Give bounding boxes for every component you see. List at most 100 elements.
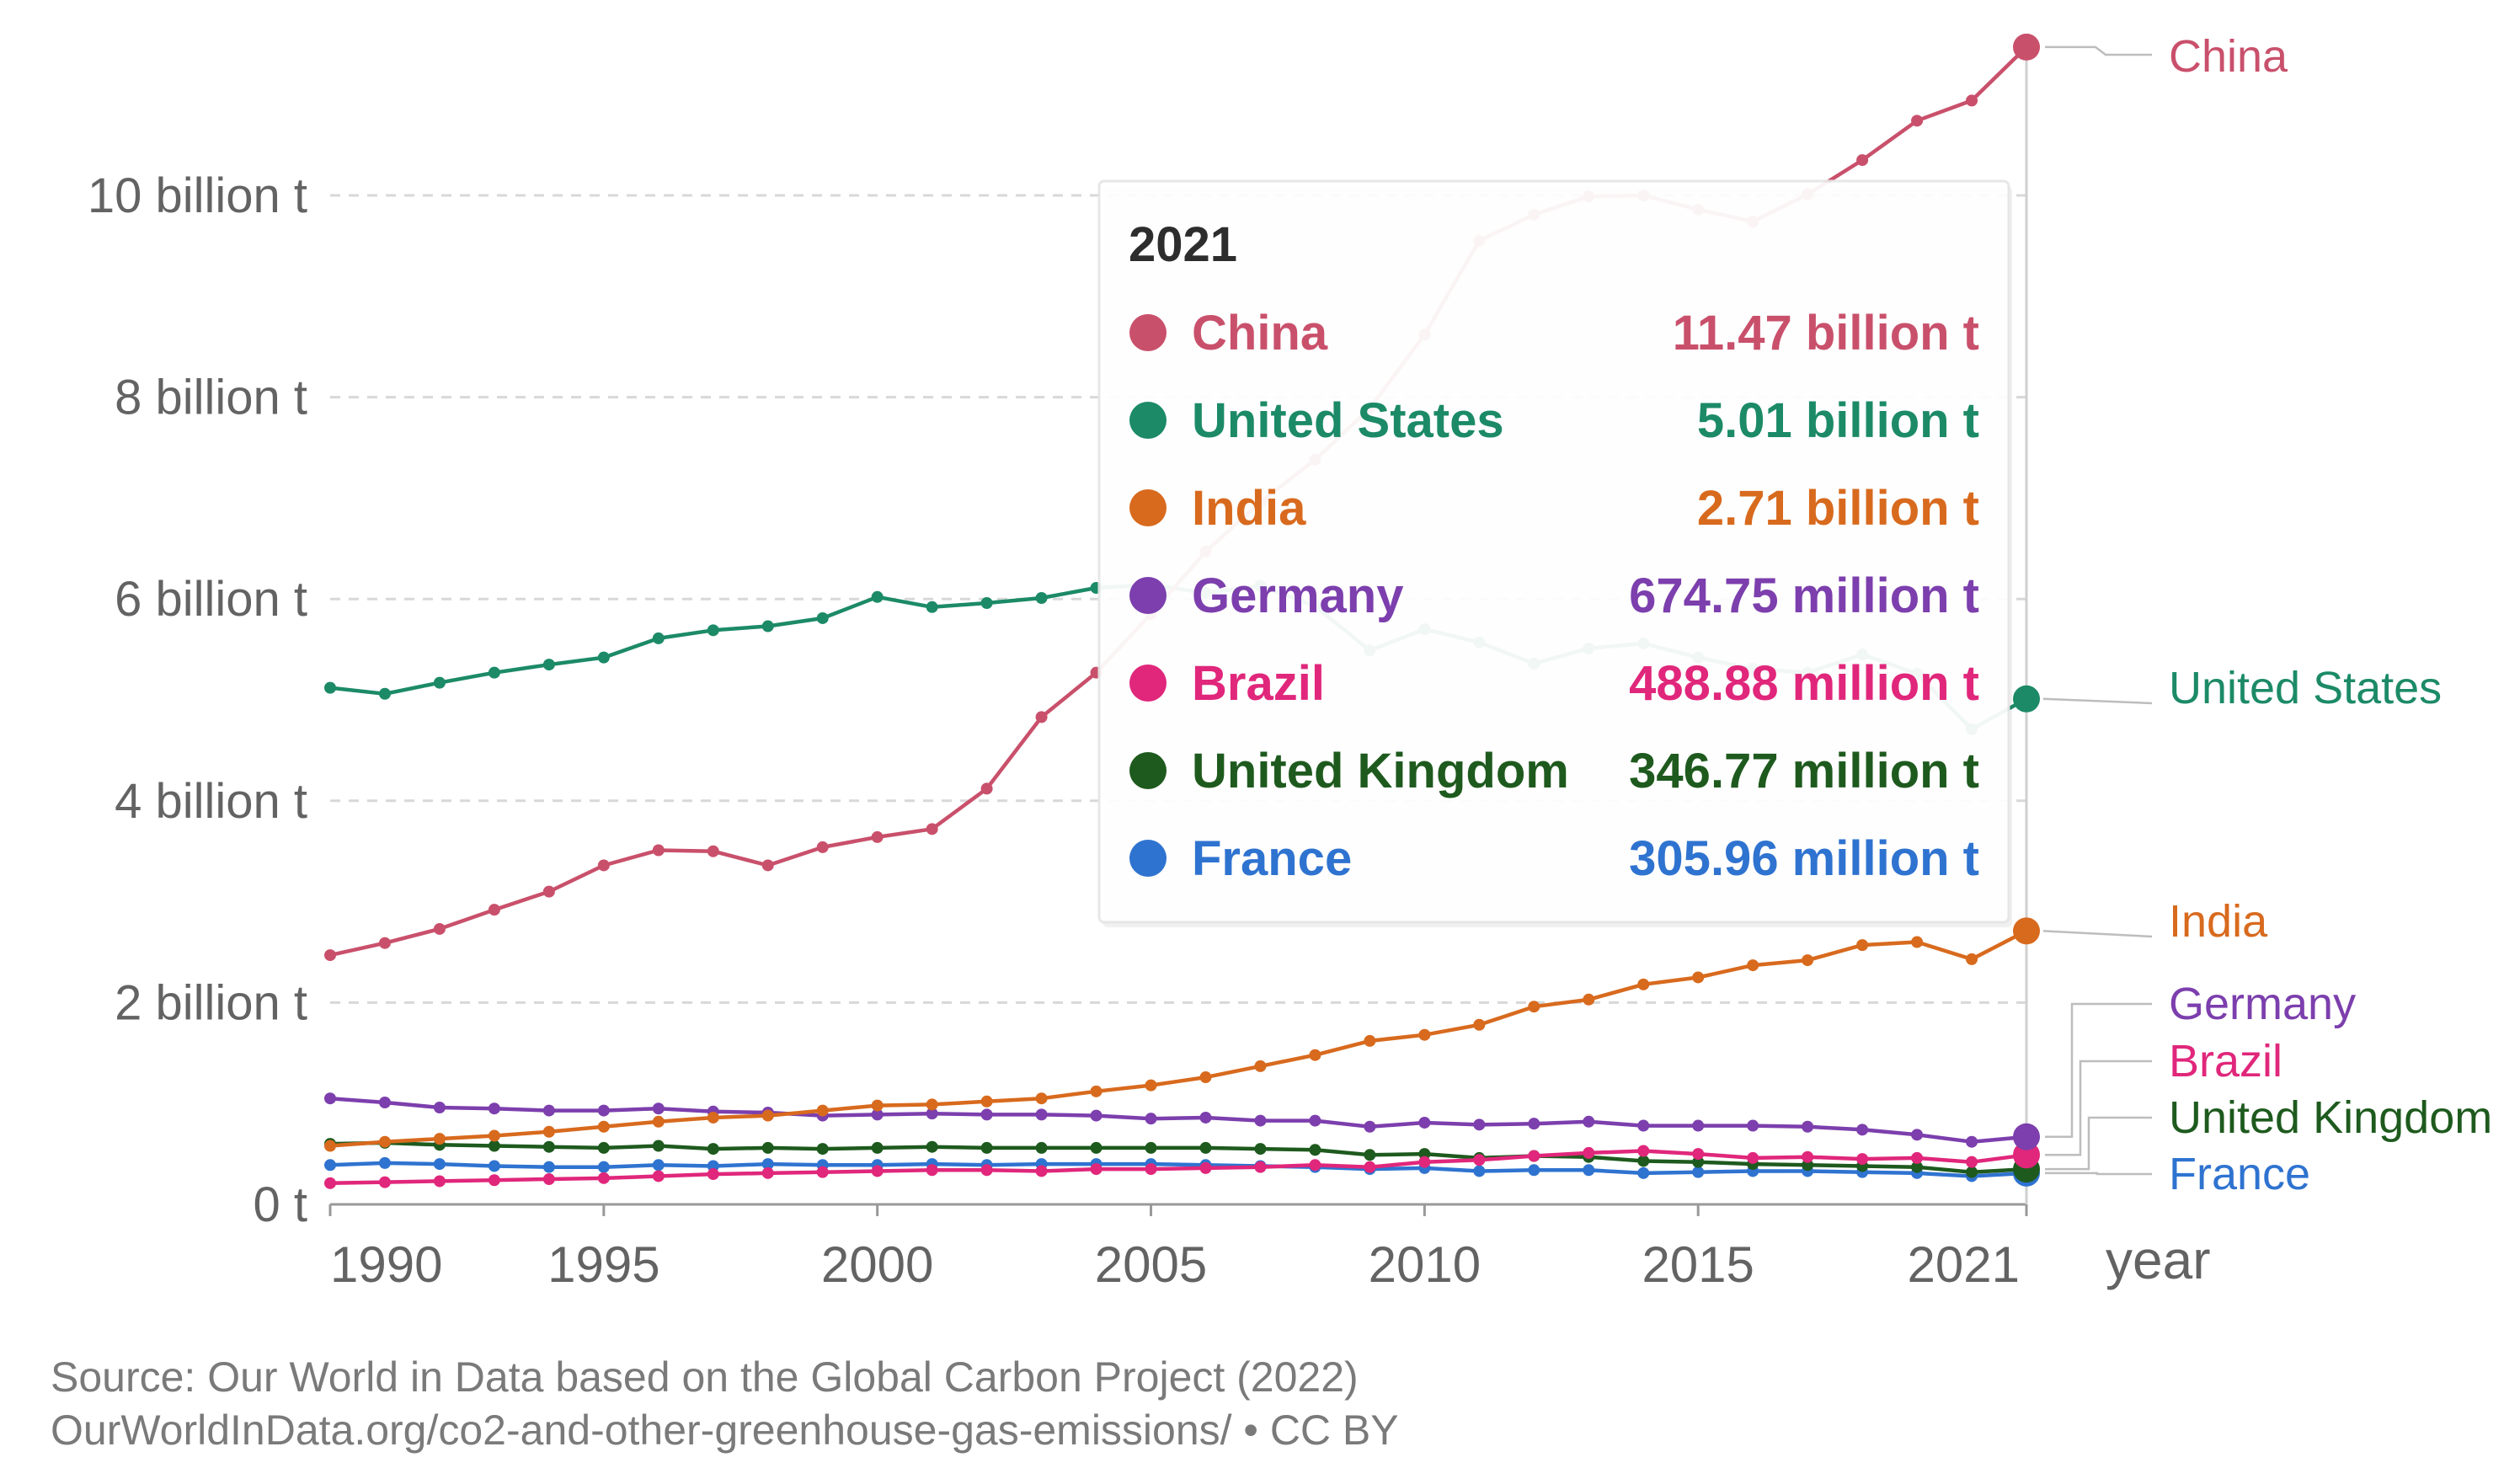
point-brazil[interactable] [1692, 1148, 1705, 1161]
point-france[interactable] [652, 1159, 665, 1172]
point-brazil[interactable] [1254, 1161, 1267, 1173]
point-india[interactable] [1418, 1028, 1431, 1041]
point-brazil[interactable] [1966, 1156, 1978, 1168]
point-germany[interactable] [652, 1102, 665, 1115]
point-india[interactable] [324, 1140, 336, 1152]
point-germany[interactable] [597, 1104, 610, 1117]
point-china[interactable] [1966, 94, 1978, 107]
point-india[interactable] [1199, 1071, 1212, 1084]
point-united-kingdom[interactable] [542, 1140, 555, 1153]
point-germany[interactable] [324, 1092, 336, 1105]
point-united-states[interactable] [761, 620, 774, 633]
point-united-kingdom[interactable] [1418, 1148, 1431, 1161]
point-india[interactable] [1583, 993, 1595, 1006]
point-brazil[interactable] [1802, 1150, 1814, 1163]
point-united-states[interactable] [926, 601, 938, 613]
point-france[interactable] [1473, 1165, 1486, 1177]
point-germany[interactable] [1911, 1129, 1924, 1141]
point-united-kingdom[interactable] [816, 1143, 829, 1156]
point-brazil[interactable] [1309, 1159, 1321, 1172]
point-france[interactable] [1583, 1164, 1595, 1177]
point-brazil[interactable] [542, 1173, 555, 1186]
point-brazil[interactable] [871, 1165, 884, 1177]
point-china[interactable] [1035, 711, 1048, 723]
line-united-kingdom[interactable] [329, 1140, 2027, 1174]
point-india[interactable] [1692, 971, 1705, 984]
point-india[interactable] [1911, 936, 1924, 948]
point-france[interactable] [324, 1159, 336, 1172]
point-india[interactable] [542, 1125, 555, 1138]
series-germany[interactable] [324, 1092, 2040, 1150]
point-united-kingdom[interactable] [1309, 1144, 1321, 1156]
point-india[interactable] [926, 1098, 938, 1111]
point-brazil[interactable] [1473, 1154, 1486, 1166]
series-united-kingdom[interactable] [324, 1136, 2040, 1183]
point-china[interactable] [761, 859, 774, 872]
point-united-states[interactable] [433, 676, 446, 689]
point-france[interactable] [1637, 1166, 1650, 1179]
point-india[interactable] [2013, 917, 2040, 945]
point-brazil[interactable] [980, 1164, 993, 1177]
line-india[interactable] [329, 929, 2028, 1148]
point-united-kingdom[interactable] [1145, 1141, 1157, 1154]
point-china[interactable] [542, 885, 555, 898]
point-united-states[interactable] [2013, 685, 2040, 713]
point-india[interactable] [1035, 1092, 1048, 1105]
point-china[interactable] [1856, 154, 1869, 167]
point-india[interactable] [1254, 1060, 1267, 1072]
point-china[interactable] [926, 823, 938, 835]
point-france[interactable] [488, 1160, 500, 1172]
point-united-kingdom[interactable] [1802, 1159, 1814, 1172]
point-brazil[interactable] [1418, 1156, 1431, 1168]
point-brazil[interactable] [1035, 1165, 1048, 1177]
point-united-kingdom[interactable] [1911, 1161, 1924, 1173]
point-india[interactable] [488, 1129, 500, 1142]
point-china[interactable] [871, 830, 884, 843]
point-china[interactable] [433, 922, 446, 935]
line-germany[interactable] [329, 1096, 2027, 1144]
point-india[interactable] [1802, 954, 1814, 967]
point-united-kingdom[interactable] [980, 1141, 993, 1154]
point-india[interactable] [433, 1133, 446, 1145]
point-china[interactable] [816, 841, 829, 853]
point-france[interactable] [761, 1158, 774, 1171]
point-germany[interactable] [926, 1108, 938, 1120]
point-france[interactable] [1692, 1166, 1705, 1178]
point-china[interactable] [980, 782, 993, 795]
point-germany[interactable] [1254, 1114, 1267, 1127]
point-brazil[interactable] [1364, 1161, 1376, 1173]
point-germany[interactable] [1692, 1119, 1705, 1132]
point-brazil[interactable] [1911, 1151, 1924, 1164]
point-brazil[interactable] [597, 1172, 610, 1184]
point-united-kingdom[interactable] [1199, 1141, 1212, 1154]
series-lines[interactable] [324, 33, 2040, 1189]
series-brazil[interactable] [324, 1141, 2040, 1189]
point-germany[interactable] [1583, 1115, 1595, 1128]
point-india[interactable] [816, 1104, 829, 1117]
point-brazil[interactable] [652, 1170, 665, 1182]
point-united-kingdom[interactable] [1254, 1143, 1267, 1156]
point-india[interactable] [652, 1115, 665, 1128]
point-india[interactable] [761, 1109, 774, 1122]
point-germany[interactable] [378, 1097, 391, 1109]
point-india[interactable] [871, 1099, 884, 1112]
point-germany[interactable] [1090, 1109, 1102, 1122]
point-united-kingdom[interactable] [597, 1141, 610, 1154]
point-united-states[interactable] [652, 632, 665, 644]
point-brazil[interactable] [1528, 1150, 1540, 1162]
point-india[interactable] [1966, 953, 1978, 965]
line-france[interactable] [329, 1161, 2027, 1178]
point-united-states[interactable] [488, 666, 500, 679]
point-united-states[interactable] [980, 596, 993, 609]
point-brazil[interactable] [707, 1168, 719, 1181]
point-france[interactable] [378, 1156, 391, 1169]
point-india[interactable] [1856, 939, 1869, 952]
point-china[interactable] [378, 937, 391, 949]
point-united-kingdom[interactable] [1966, 1166, 1978, 1178]
point-brazil[interactable] [761, 1166, 774, 1179]
point-germany[interactable] [871, 1108, 884, 1121]
point-brazil[interactable] [1199, 1161, 1212, 1174]
point-india[interactable] [378, 1135, 391, 1148]
point-brazil[interactable] [488, 1174, 500, 1187]
point-germany[interactable] [1309, 1114, 1321, 1127]
